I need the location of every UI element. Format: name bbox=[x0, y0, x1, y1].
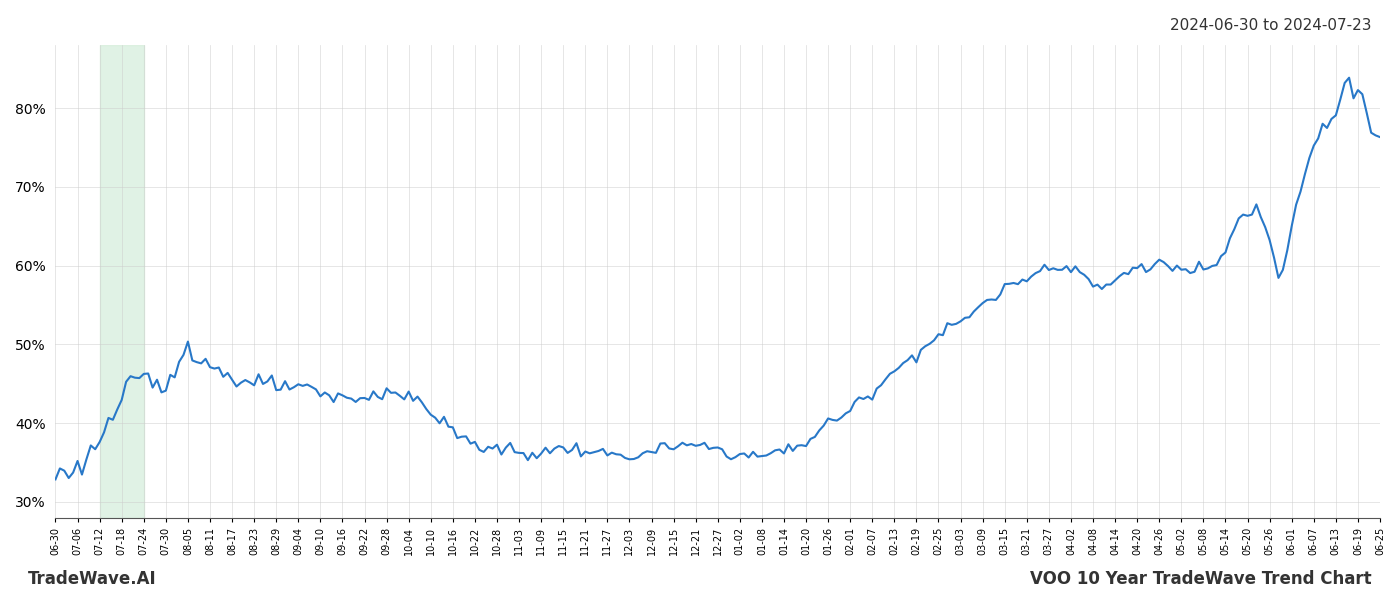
Bar bbox=[99, 45, 144, 518]
Text: TradeWave.AI: TradeWave.AI bbox=[28, 570, 157, 588]
Text: 2024-06-30 to 2024-07-23: 2024-06-30 to 2024-07-23 bbox=[1170, 18, 1372, 33]
Text: VOO 10 Year TradeWave Trend Chart: VOO 10 Year TradeWave Trend Chart bbox=[1030, 570, 1372, 588]
